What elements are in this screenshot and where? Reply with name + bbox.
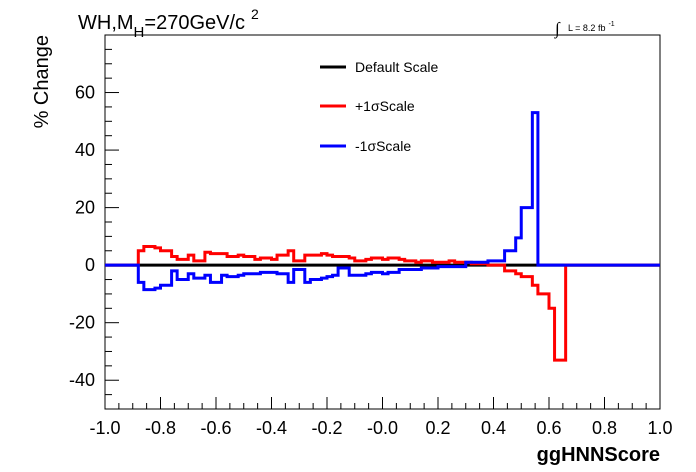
- x-tick-label: 0.6: [536, 418, 561, 438]
- x-tick-label: -1.0: [89, 418, 120, 438]
- y-tick-label: 20: [75, 198, 95, 218]
- title-rest: =270GeV/c: [144, 12, 245, 34]
- y-tick-label: -40: [69, 370, 95, 390]
- lumi-label: L = 8.2 fb -1: [568, 21, 615, 33]
- y-tick-label: 60: [75, 83, 95, 103]
- x-axis-title: ggHNNScore: [537, 444, 660, 466]
- legend-label-plus1sigma: +1σScale: [355, 98, 415, 114]
- title-subscript: H: [134, 24, 145, 41]
- x-tick-label: -0.2: [311, 418, 342, 438]
- lumi-text: L = 8.2 fb: [568, 23, 605, 33]
- y-axis-title: % Change: [31, 35, 53, 128]
- series-minus1sigma-scale: [105, 111, 660, 292]
- plot-frame: [104, 34, 661, 410]
- series-plus1sigma-scale: [105, 244, 660, 362]
- x-tick-label: -0.6: [200, 418, 231, 438]
- x-tick-label: -0.4: [256, 418, 287, 438]
- y-axis: -40 -20 0 20 40 60: [69, 34, 119, 410]
- legend-label-default: Default Scale: [355, 59, 438, 75]
- x-tick-label: 0.2: [425, 418, 450, 438]
- y-tick-label: -20: [69, 313, 95, 333]
- legend: Default Scale +1σScale -1σScale: [320, 59, 438, 154]
- x-axis: -1.0 -0.8 -0.6 -0.4 -0.2 -0.0 0.2 0.4 0.6 0.8 1.0: [89, 397, 673, 438]
- legend-label-minus1sigma: -1σScale: [355, 138, 411, 154]
- x-tick-label: 0.8: [592, 418, 617, 438]
- chart-title: WH,MH=270GeV/c 2: [78, 6, 259, 41]
- lumi-superscript: -1: [608, 21, 614, 28]
- title-superscript: 2: [251, 6, 259, 22]
- x-tick-label: -0.0: [367, 418, 398, 438]
- series-group: [105, 111, 660, 362]
- x-tick-label: -0.8: [145, 418, 176, 438]
- x-tick-label: 1.0: [647, 418, 672, 438]
- lumi-integral-icon: ∫: [554, 19, 561, 39]
- y-tick-label: 0: [85, 255, 95, 275]
- title-main: WH,M: [78, 12, 134, 34]
- x-tick-label: 0.4: [481, 418, 506, 438]
- y-tick-label: 40: [75, 140, 95, 160]
